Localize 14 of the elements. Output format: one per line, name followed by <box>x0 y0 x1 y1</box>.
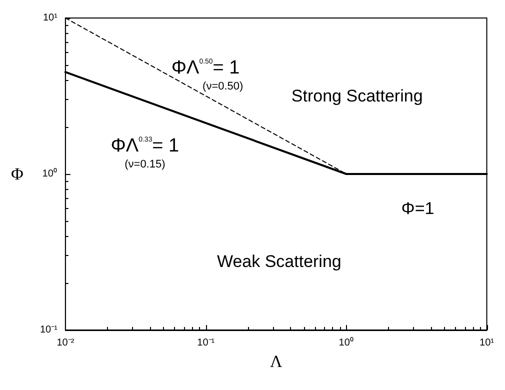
annotation: (ν=0.15) <box>124 158 166 171</box>
x-tick-label: 10⁻¹ <box>197 338 216 348</box>
annotation: Strong Scattering <box>291 86 423 106</box>
x-tick-label: 10⁰ <box>338 336 354 348</box>
y-tick-label: 10¹ <box>42 12 58 24</box>
y-tick-label: 10⁰ <box>42 168 58 180</box>
annotation: (ν=0.50) <box>202 80 244 93</box>
y-tick-label: 10⁻¹ <box>40 324 58 336</box>
x-tick-label: 10¹ <box>480 338 495 348</box>
annotation: Φ=1 <box>401 198 434 218</box>
x-axis-title: Λ <box>270 352 283 371</box>
annotation: Weak Scattering <box>216 252 342 271</box>
y-axis-title: Φ <box>10 164 24 184</box>
x-tick-label: 10⁻² <box>56 338 75 348</box>
